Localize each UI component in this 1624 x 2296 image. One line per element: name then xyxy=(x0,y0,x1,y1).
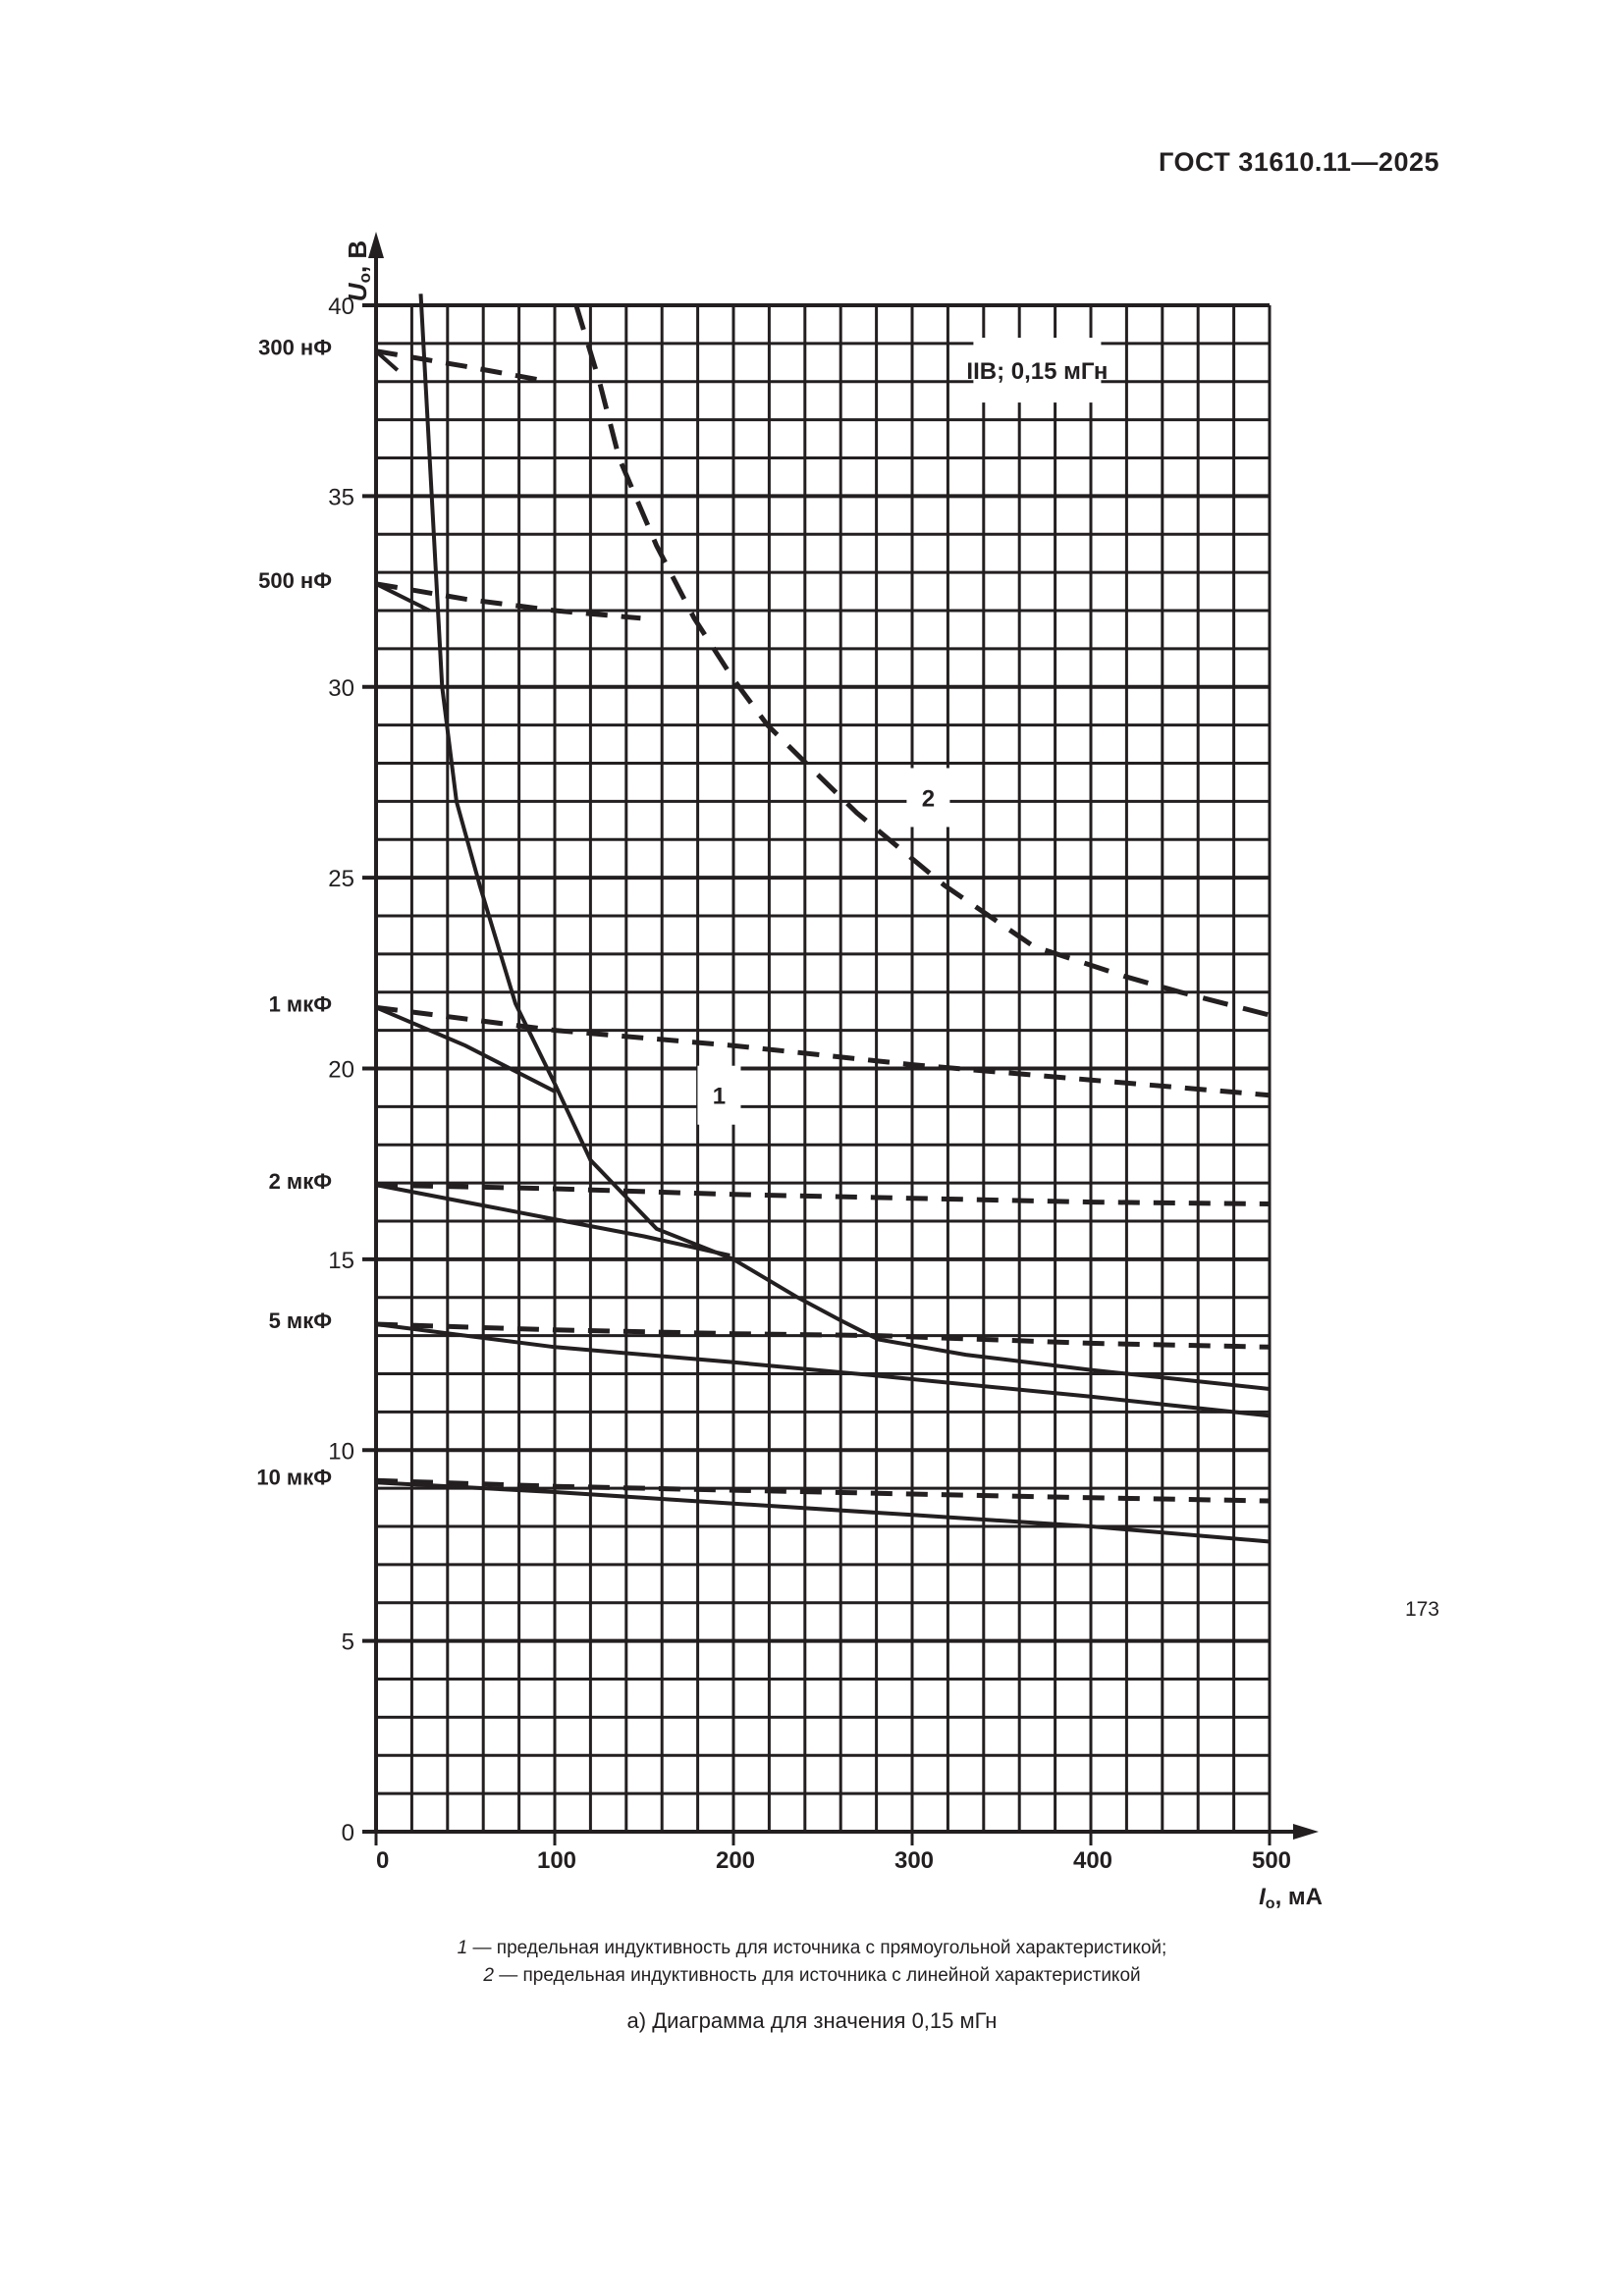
x-tick-label: 100 xyxy=(537,1847,576,1874)
legend-item-1: 1 — предельная индуктивность для источни… xyxy=(0,1938,1624,1959)
x-axis-arrow xyxy=(1293,1824,1319,1840)
capacitance-label: 300 нФ xyxy=(258,336,332,360)
legend-item-2: 2 — предельная индуктивность для источни… xyxy=(0,1965,1624,1987)
y-tick-label: 40 xyxy=(328,294,354,320)
capacitance-dashed-line xyxy=(375,1182,1271,1206)
capacitance-label: 2 мкФ xyxy=(269,1169,333,1194)
capacitance-solid-line xyxy=(374,349,400,372)
capacitance-solid-line xyxy=(375,1322,1271,1418)
legend-text-2: — предельная индуктивность для источника… xyxy=(493,1965,1141,1986)
y-axis-label: Uo, В xyxy=(343,240,374,301)
y-tick-label: 10 xyxy=(328,1438,354,1465)
legend-num-1: 1 xyxy=(457,1938,468,1958)
x-tick-label: 0 xyxy=(376,1847,389,1874)
y-tick-label: 20 xyxy=(328,1057,354,1084)
capacitance-solid-line xyxy=(375,582,431,613)
legend-text-1: — предельная индуктивность для источника… xyxy=(467,1938,1167,1958)
y-tick-label: 35 xyxy=(328,484,354,510)
capacitance-dashed-line xyxy=(375,1477,1271,1504)
capacitance-dashed-line xyxy=(375,348,550,385)
capacitance-solid-line xyxy=(375,1183,731,1257)
x-axis-label: Io, мА xyxy=(1259,1884,1323,1912)
curve-1-label-box xyxy=(697,1065,741,1125)
capacitance-solid-line xyxy=(375,1005,556,1094)
y-tick-label: 0 xyxy=(342,1820,354,1846)
capacitance-lines xyxy=(374,348,1271,1544)
x-tick-label: 200 xyxy=(716,1847,755,1874)
y-tick-label: 25 xyxy=(328,866,354,892)
curve-1-label: 1 xyxy=(713,1084,726,1110)
y-tick-label: 30 xyxy=(328,675,354,702)
y-tick-label: 15 xyxy=(328,1248,354,1274)
x-tick-label: 400 xyxy=(1073,1847,1112,1874)
labels: 300 нФ 500 нФ 1 мкФ 2 мкФ 5 мкФ 10 мкФ 1 2 IIB; … xyxy=(256,336,1108,1490)
curve-2-label-box xyxy=(906,768,950,828)
curves xyxy=(418,294,1271,1391)
x-tick-label: 500 xyxy=(1252,1847,1291,1874)
curve-2-label: 2 xyxy=(922,785,935,812)
capacitance-label: 5 мкФ xyxy=(269,1308,333,1333)
capacitance-label: 10 мкФ xyxy=(256,1465,332,1489)
figure-caption: а) Диаграмма для значения 0,15 мГн xyxy=(626,2008,998,2033)
curve-2 xyxy=(573,304,1271,1018)
capacitance-dashed-line xyxy=(375,1321,1271,1350)
document-header: ГОСТ 31610.11—2025 xyxy=(1159,147,1439,177)
capacitance-dashed-line xyxy=(375,1004,1271,1098)
annotation-label: IIB; 0,15 мГн xyxy=(966,358,1108,385)
curve-1 xyxy=(418,294,1271,1391)
page-number: 173 xyxy=(1404,1598,1439,1621)
x-tick-label: 300 xyxy=(894,1847,934,1874)
capacitance-dashed-line xyxy=(375,581,641,621)
legend-num-2: 2 xyxy=(483,1965,494,1986)
y-axis-arrow xyxy=(368,232,384,258)
annotation-label-box xyxy=(973,338,1102,403)
capacitance-solid-line xyxy=(375,1480,1271,1544)
capacitance-label: 1 мкФ xyxy=(269,991,333,1016)
capacitance-label: 500 нФ xyxy=(258,568,332,593)
y-tick-label: 5 xyxy=(342,1629,354,1656)
